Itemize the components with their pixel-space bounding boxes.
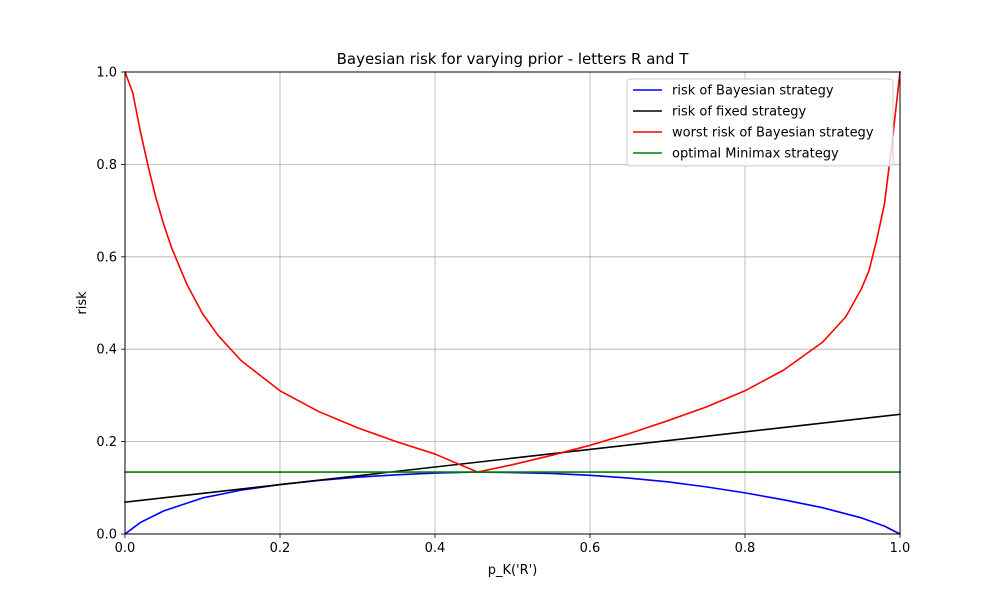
chart-title: Bayesian risk for varying prior - letter… [337,50,690,68]
y-tick-label: 0.6 [96,250,117,265]
x-tick-label: 0.8 [735,541,756,556]
x-tick-label: 0.2 [270,541,291,556]
legend-label-risk-of-fixed-strategy: risk of fixed strategy [672,105,806,120]
y-tick-label: 0.4 [96,343,117,358]
legend-label-risk-of-bayesian-strategy: risk of Bayesian strategy [672,84,834,99]
legend-label-optimal-minimax-strategy: optimal Minimax strategy [672,147,839,162]
series-line-risk-of-fixed-strategy [124,413,901,504]
x-tick-label: 0.0 [115,541,136,556]
legend-box [626,78,894,167]
legend-label-worst-risk-of-bayesian-strategy: worst risk of Bayesian strategy [672,126,874,141]
x-axis-label: p_K('R') [488,563,538,578]
y-tick-label: 1.0 [96,66,117,81]
plot-frame [124,71,901,535]
y-axis-label: risk [75,291,90,315]
x-tick-label: 0.4 [425,541,446,556]
series-line-risk-of-bayesian-strategy [123,471,902,536]
series-lines [123,70,902,536]
axis-ticks: 0.0 0.2 0.4 0.6 0.8 1.0 0.0 0.2 0.4 0.6 0.8 1.0 [96,66,910,557]
y-tick-label: 0.8 [96,158,117,173]
x-tick-label: 1.0 [890,541,911,556]
legend: risk of Bayesian strategy risk of fixed s… [626,78,894,167]
x-tick-label: 0.6 [580,541,601,556]
y-tick-label: 0.0 [96,528,117,543]
y-tick-label: 0.2 [96,435,117,450]
